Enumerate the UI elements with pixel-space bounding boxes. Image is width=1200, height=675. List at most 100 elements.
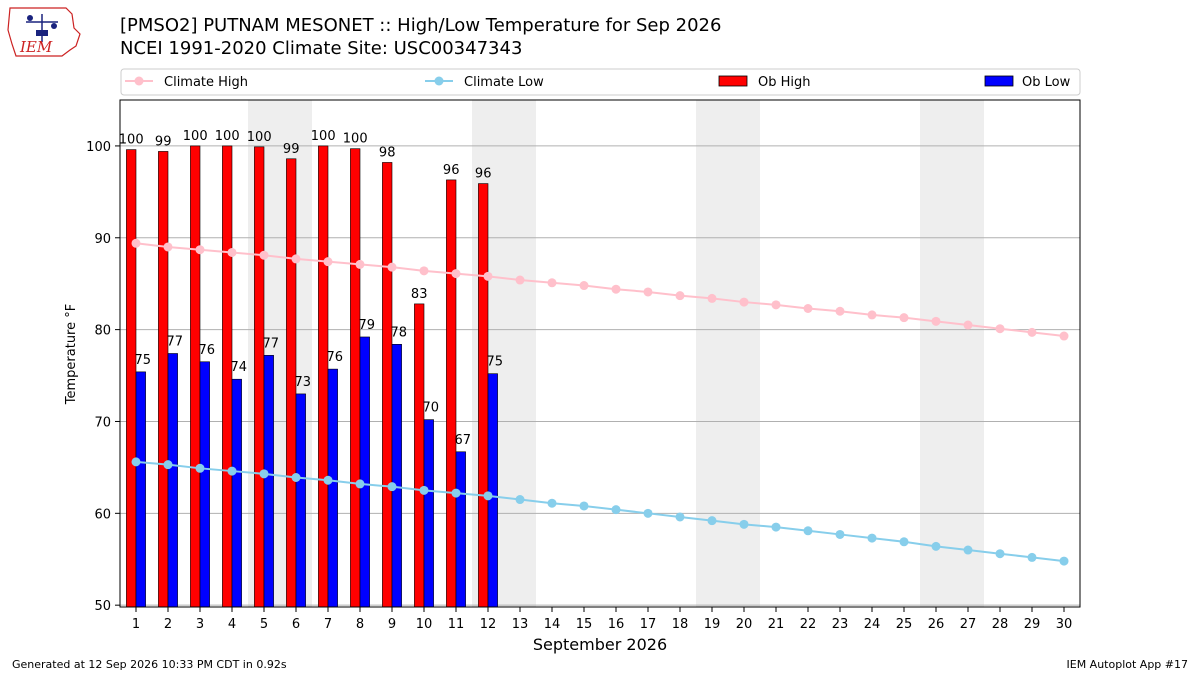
climate-high-point-day-19 <box>707 293 717 303</box>
climate-low-point-day-18 <box>675 512 685 522</box>
climate-low-point-day-14 <box>547 498 557 508</box>
legend-label-climate-low: Climate Low <box>464 75 544 90</box>
climate-low-point-day-22 <box>803 526 813 536</box>
ob-low-bar-day-6 <box>295 393 306 608</box>
x-tick-label-19: 19 <box>704 617 721 632</box>
x-tick-label-30: 30 <box>1056 617 1073 632</box>
climate-low-point-day-9 <box>387 482 397 492</box>
x-tick-label-27: 27 <box>960 617 977 632</box>
legend-item-climate-low: Climate Low <box>425 75 544 90</box>
x-tick-label-7: 7 <box>324 617 332 632</box>
legend-swatch-ob-high <box>718 75 748 87</box>
ob-high-label-day-9: 98 <box>379 145 396 160</box>
climate-high-point-day-7 <box>323 257 333 267</box>
ob-high-bar-day-2 <box>158 151 169 608</box>
legend-marker-climate-low <box>434 76 444 86</box>
climate-high-point-day-23 <box>835 306 845 316</box>
climate-low-point-day-2 <box>163 460 173 470</box>
ob-high-label-day-1: 100 <box>119 133 144 148</box>
y-tick-label-70: 70 <box>94 415 111 430</box>
ob-low-label-day-1: 75 <box>135 353 152 368</box>
ob-low-label-day-10: 70 <box>423 401 440 416</box>
shade-day-20 <box>728 100 760 607</box>
climate-low-point-day-11 <box>451 488 461 498</box>
x-tick-label-1: 1 <box>132 617 140 632</box>
y-tick-label-80: 80 <box>94 324 111 339</box>
x-tick-label-16: 16 <box>608 617 625 632</box>
climate-low-point-day-25 <box>899 537 909 547</box>
legend-label-ob-low: Ob Low <box>1022 75 1071 90</box>
climate-high-point-day-11 <box>451 269 461 279</box>
climate-low-point-day-3 <box>195 463 205 473</box>
x-tick-label-2: 2 <box>164 617 172 632</box>
climate-low-point-day-12 <box>483 491 493 501</box>
ob-high-bar-day-4 <box>222 145 233 608</box>
climate-high-point-day-20 <box>739 297 749 307</box>
climate-high-point-day-2 <box>163 242 173 252</box>
y-axis-title: Temperature °F <box>64 304 79 405</box>
climate-low-point-day-10 <box>419 485 429 495</box>
climate-high-point-day-28 <box>995 324 1005 334</box>
climate-high-point-day-14 <box>547 278 557 288</box>
climate-lines <box>131 238 1069 566</box>
climate-low-point-day-1 <box>131 457 141 467</box>
ob-low-bar-day-8 <box>359 336 370 608</box>
x-tick-label-25: 25 <box>896 617 913 632</box>
climate-low-point-day-7 <box>323 475 333 485</box>
chart-subtitle: NCEI 1991-2020 Climate Site: USC00347343 <box>120 38 522 59</box>
climate-high-point-day-16 <box>611 284 621 294</box>
x-tick-label-13: 13 <box>512 617 529 632</box>
climate-low-point-day-27 <box>963 545 973 555</box>
climate-low-point-day-17 <box>643 508 653 518</box>
y-tick-label-90: 90 <box>94 232 111 247</box>
legend-item-climate-high: Climate High <box>125 75 248 90</box>
climate-low-point-day-15 <box>579 501 589 511</box>
ob-low-label-day-9: 78 <box>391 325 408 340</box>
ob-low-label-day-12: 75 <box>487 355 504 370</box>
x-tick-label-21: 21 <box>768 617 785 632</box>
climate-low-point-day-19 <box>707 516 717 526</box>
ob-low-label-day-6: 73 <box>295 375 312 390</box>
climate-low-point-day-20 <box>739 519 749 529</box>
x-tick-label-10: 10 <box>416 617 433 632</box>
climate-low-point-day-28 <box>995 549 1005 559</box>
climate-high-point-day-13 <box>515 275 525 285</box>
y-grid <box>120 145 1080 606</box>
x-tick-label-5: 5 <box>260 617 268 632</box>
climate-low-line <box>135 460 1065 563</box>
ob-low-bar-day-4 <box>231 378 242 608</box>
bars <box>126 145 498 608</box>
climate-high-point-day-10 <box>419 266 429 276</box>
ob-low-bar-day-7 <box>327 368 338 608</box>
ob-low-bar-day-3 <box>199 361 210 608</box>
x-tick-label-4: 4 <box>228 617 236 632</box>
x-tick-label-18: 18 <box>672 617 689 632</box>
ob-low-label-day-4: 74 <box>231 360 248 375</box>
ob-high-label-day-12: 96 <box>475 167 492 182</box>
shade-day-19 <box>696 100 728 607</box>
climate-high-point-day-5 <box>259 250 269 260</box>
climate-high-point-day-9 <box>387 262 397 272</box>
footer-generated: Generated at 12 Sep 2026 10:33 PM CDT in… <box>12 658 287 671</box>
ob-high-label-day-7: 100 <box>311 129 336 144</box>
ob-high-label-day-2: 99 <box>155 134 172 149</box>
climate-high-point-day-22 <box>803 303 813 313</box>
ob-low-bar-day-12 <box>487 373 498 608</box>
y-tick-label-100: 100 <box>86 140 111 155</box>
ob-high-bar-day-12 <box>478 183 489 608</box>
ob-low-bar-day-9 <box>391 344 402 608</box>
climate-low-point-day-24 <box>867 533 877 543</box>
ob-low-label-day-5: 77 <box>263 336 280 351</box>
ob-high-label-day-3: 100 <box>183 129 208 144</box>
ob-high-label-day-6: 99 <box>283 142 300 157</box>
bar-labels: 100 99 100 100 100 99 100 100 98 83 96 96 75 77 76 74 77… <box>119 129 503 448</box>
climate-low-point-day-13 <box>515 495 525 505</box>
climate-low-point-day-6 <box>291 472 301 482</box>
climate-high-point-day-21 <box>771 300 781 310</box>
legend-label-climate-high: Climate High <box>164 75 248 90</box>
climate-high-point-day-3 <box>195 245 205 255</box>
y-tick-label-50: 50 <box>94 599 111 614</box>
x-axis-title: September 2026 <box>533 635 667 654</box>
legend-item-ob-low: Ob Low <box>984 75 1071 90</box>
